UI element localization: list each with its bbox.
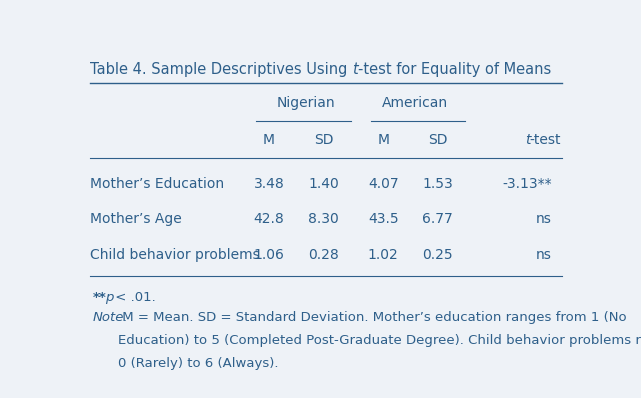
Text: Mother’s Education: Mother’s Education [90, 177, 224, 191]
Text: p: p [105, 291, 113, 304]
Text: SD: SD [314, 133, 333, 147]
Text: -test: -test [529, 133, 562, 147]
Text: SD: SD [428, 133, 447, 147]
Text: -3.13**: -3.13** [503, 177, 552, 191]
Text: Note.: Note. [92, 311, 128, 324]
Text: **: ** [92, 291, 106, 304]
Text: 3.48: 3.48 [254, 177, 284, 191]
Text: ns: ns [536, 248, 552, 261]
Text: 8.30: 8.30 [308, 213, 339, 226]
Text: 43.5: 43.5 [368, 213, 399, 226]
Text: Child behavior problems: Child behavior problems [90, 248, 260, 261]
Text: 6.77: 6.77 [422, 213, 453, 226]
Text: 42.8: 42.8 [254, 213, 284, 226]
Text: 1.40: 1.40 [308, 177, 339, 191]
Text: 1.06: 1.06 [253, 248, 285, 261]
Text: 0.25: 0.25 [422, 248, 453, 261]
Text: 1.53: 1.53 [422, 177, 453, 191]
Text: M: M [263, 133, 275, 147]
Text: 1.02: 1.02 [368, 248, 399, 261]
Text: Nigerian: Nigerian [277, 96, 335, 110]
Text: -test for Equality of Means: -test for Equality of Means [358, 62, 551, 76]
Text: ns: ns [536, 213, 552, 226]
Text: Table 4. Sample Descriptives Using: Table 4. Sample Descriptives Using [90, 62, 352, 76]
Text: Mother’s Age: Mother’s Age [90, 213, 182, 226]
Text: < .01.: < .01. [112, 291, 156, 304]
Text: t: t [525, 133, 530, 147]
Text: M: M [377, 133, 389, 147]
Text: 4.07: 4.07 [368, 177, 399, 191]
Text: American: American [383, 96, 449, 110]
Text: M = Mean. SD = Standard Deviation. Mother’s education ranges from 1 (No
Educatio: M = Mean. SD = Standard Deviation. Mothe… [118, 311, 641, 370]
Text: t: t [352, 62, 358, 76]
Text: 0.28: 0.28 [308, 248, 339, 261]
